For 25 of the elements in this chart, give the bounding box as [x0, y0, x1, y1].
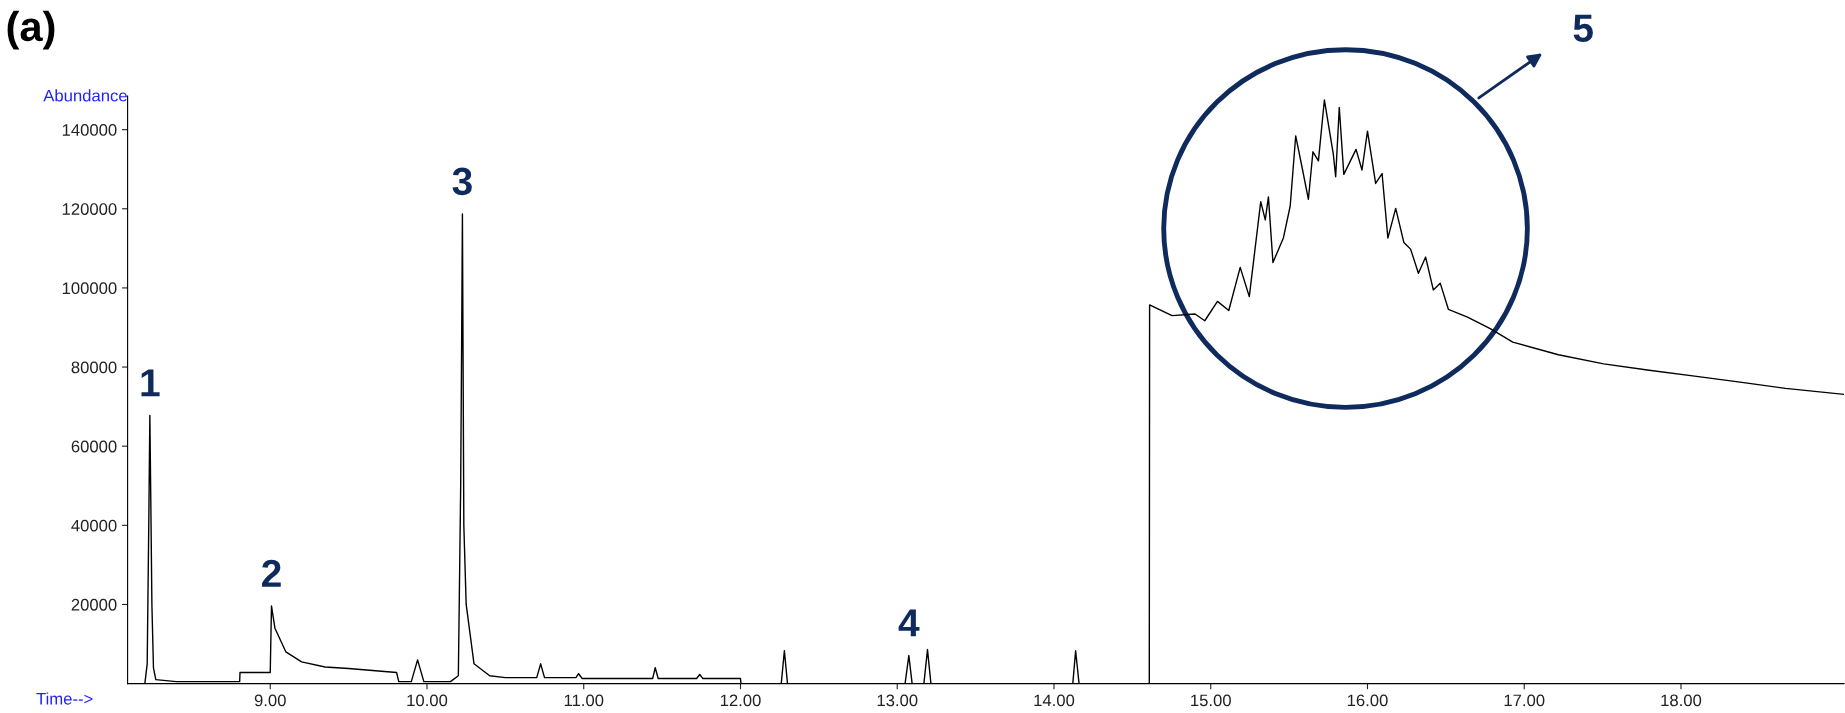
text: 5 — [1573, 14, 1593, 42]
x-tick-label: 12.00 — [720, 694, 761, 707]
y-axis-title: Abundance — [43, 89, 127, 102]
y-tick-label: 140000 — [62, 124, 117, 136]
y-tick-label: 60000 — [71, 440, 117, 453]
chart-title: (a) — [7, 10, 55, 50]
y-tick-label: 100000 — [62, 282, 117, 295]
x-tick-label: 15.00 — [1191, 694, 1231, 707]
annotation: 2 — [262, 559, 281, 587]
x-tick-label: 13.00 — [877, 694, 918, 707]
x-tick-label: 10.00 — [407, 694, 448, 707]
y-tick-label: 120000 — [62, 203, 117, 215]
y-tick-label: 20000 — [71, 598, 117, 611]
x-tick-label: 9.00 — [254, 694, 286, 707]
x-tick-label: 18.00 — [1661, 694, 1702, 707]
x-tick-label: 17.00 — [1504, 694, 1545, 707]
annotation: 1 — [141, 369, 160, 397]
y-tick-label: 80000 — [71, 361, 117, 374]
annotation: 3 — [452, 167, 472, 196]
y-tick-label: 40000 — [71, 519, 117, 532]
x-tick-label: 14.00 — [1034, 694, 1075, 707]
x-tick-label: 16.00 — [1347, 694, 1388, 707]
x-tick-label: 11.00 — [564, 694, 604, 707]
x-axis-title: Time--> — [36, 692, 93, 705]
annotation: 4 — [898, 609, 920, 637]
